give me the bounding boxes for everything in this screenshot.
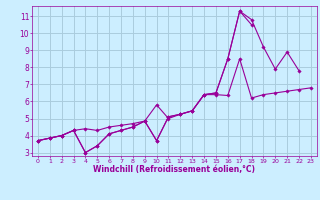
X-axis label: Windchill (Refroidissement éolien,°C): Windchill (Refroidissement éolien,°C) [93,165,255,174]
